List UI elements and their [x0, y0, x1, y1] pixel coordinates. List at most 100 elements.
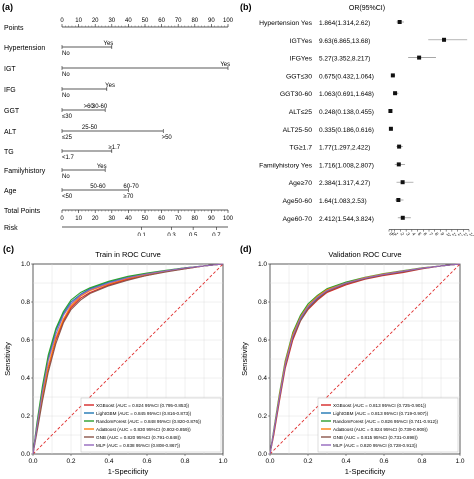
forest-or-point — [397, 144, 402, 149]
forest-axis-tick-label: 3 — [405, 232, 411, 236]
panel-d-validation-roc: (d) Validation ROC Curve 0.0 0.0 0.2 0.2 0.4 0.… — [237, 240, 474, 479]
nomogram-tick-label: 90 — [208, 216, 215, 222]
nomogram-row-label: GGT — [4, 108, 20, 115]
nomogram-row-label: TG — [4, 149, 14, 156]
roc-x-tick-label: 0.0 — [28, 458, 37, 465]
nomogram-tick-label: 40 — [125, 216, 132, 222]
forest-or-point — [396, 162, 401, 167]
forest-axis-tick-label: 6 — [422, 232, 428, 236]
forest-axis-tick-label: 7 — [428, 232, 434, 236]
forest-row-value: 5.27(3.352,8.217) — [319, 56, 370, 63]
roc-y-label: Sensitivity — [240, 342, 249, 376]
roc-series-line — [32, 263, 224, 455]
nomogram-tick-label: 10 — [75, 216, 82, 222]
forest-row-label: Age50-60 — [283, 198, 313, 205]
roc-series-line — [269, 263, 461, 455]
nomogram-category-above: 60-70 — [123, 184, 139, 190]
nomogram-tick-label: 40 — [125, 18, 132, 24]
forest-or-point — [442, 37, 447, 42]
nomogram-category-below: No — [62, 51, 70, 57]
roc-x-tick-label: 0.0 — [265, 458, 274, 465]
forest-axis-tick-label: 0.1 — [391, 232, 399, 236]
panel-c-train-roc: (c) Train in ROC Curve 0.0 0.0 0.2 0.2 0.4 0.4 0… — [0, 240, 237, 479]
nomogram-tick-label: 20 — [92, 216, 99, 222]
nomogram-tick-label: 50 — [142, 18, 149, 24]
nomogram-tick-label: 90 — [208, 18, 215, 24]
validation-roc-svg: (d) Validation ROC Curve 0.00.0 0.2 0.2 0.4 0.… — [240, 244, 465, 476]
forest-row-label: Hypertension Yes — [259, 20, 313, 27]
nomogram-tick-label: 0.3 — [167, 233, 176, 236]
forest-axis-tick-label: 5 — [417, 232, 423, 236]
forest-row-label: Age≥70 — [289, 180, 313, 187]
nomogram-row-label: Points — [4, 25, 24, 32]
roc-x-tick-label: 0.8 — [417, 458, 426, 465]
forest-row-label: GGT30-60 — [280, 91, 312, 98]
forest-axis-tick-label: 9 — [440, 232, 446, 236]
forest-or-point — [388, 109, 393, 113]
nomogram-category-below: ≥70 — [123, 194, 134, 200]
nomogram-tick-label: 0 — [60, 18, 64, 24]
roc-title: Validation ROC Curve — [328, 250, 401, 259]
nomogram-row-label: Hypertension — [4, 45, 45, 52]
forest-or-point — [400, 180, 405, 185]
forest-row-value: 1.77(1.297,2.422) — [319, 145, 370, 152]
nomogram-tick-label: 70 — [175, 216, 182, 222]
forest-plot-svg: (b) OR(95%CI) Hypertension Yes 1.864(1.314,… — [240, 2, 474, 236]
roc-y-tick-label: 0.2 — [21, 413, 30, 420]
roc-x-label: 1-Specificity — [345, 467, 386, 476]
nomogram-row-label: Familyhistory — [4, 168, 46, 175]
nomogram-category-above: 30-60 — [92, 104, 108, 110]
forest-axis-tick-label: 13 — [462, 232, 469, 236]
roc-legend-entry: AdaBoost (AUC = 0.830 95%CI (0.802-0.859… — [96, 427, 191, 432]
nomogram-category-above: 25-50 — [82, 125, 98, 131]
forest-row-value: 0.248(0.138,0.455) — [319, 109, 374, 116]
nomogram-tick-label: 60 — [158, 18, 165, 24]
forest-row-value: 1.063(0.691,1.648) — [319, 91, 374, 98]
forest-axis-tick-label: 8 — [434, 232, 440, 236]
forest-or-point — [396, 198, 401, 202]
nomogram-tick-label: 80 — [191, 216, 198, 222]
roc-x-tick-label: 1.0 — [455, 458, 464, 465]
roc-x-tick-label: 0.4 — [104, 458, 113, 465]
nomogram-category-below: <50 — [62, 194, 73, 200]
roc-y-tick-label: 0.4 — [21, 375, 30, 382]
nomogram-tick-label: 50 — [142, 216, 149, 222]
forest-axis-tick-label: 2 — [400, 232, 406, 236]
roc-y-tick-label: 0.6 — [258, 337, 267, 344]
roc-legend-box — [80, 397, 222, 453]
nomogram-category-below: ≤25 — [62, 135, 73, 141]
nomogram-tick-label: 0.7 — [212, 233, 221, 236]
roc-x-tick-label: 1.0 — [218, 458, 227, 465]
forest-row-value: 1.864(1.314,2.62) — [319, 20, 370, 27]
forest-row-label: IGTYes — [290, 38, 313, 45]
forest-row-value: 0.335(0.186,0.616) — [319, 127, 374, 134]
nomogram-row-label: ALT — [4, 129, 17, 136]
nomogram-category-above: Yes — [97, 164, 107, 170]
forest-row-label: Age60-70 — [283, 216, 313, 223]
roc-legend-entry: LightGBM (AUC = 0.845 95%CI (0.816-0.873… — [96, 411, 192, 416]
forest-row-value: 2.412(1.544,3.824) — [319, 216, 374, 223]
forest-axis-tick-label: 12 — [457, 232, 464, 236]
forest-row-value: 0.675(0.432,1.064) — [319, 73, 374, 80]
forest-or-point — [417, 55, 422, 60]
roc-legend-entry: AdaBoost (AUC = 0.824 95%CI (0.739-0.909… — [333, 427, 428, 432]
nomogram-category-below: No — [62, 174, 70, 180]
nomogram-row-label: Risk — [4, 225, 18, 232]
panel-letter: (c) — [3, 244, 14, 254]
forest-axis-tick-label: 14 — [468, 232, 474, 236]
roc-y-tick-label: 0.8 — [258, 299, 267, 306]
nomogram-category-above: Yes — [104, 41, 114, 47]
forest-row-label: ALT25-50 — [283, 127, 313, 134]
nomogram-row-label: Total Points — [4, 208, 41, 215]
nomogram-category-above: >60 — [84, 104, 95, 110]
forest-or-point — [390, 73, 395, 78]
panel-letter: (a) — [2, 2, 13, 12]
forest-axis-tick-label: 1 — [394, 232, 400, 236]
roc-y-tick-label: 0.8 — [21, 299, 30, 306]
roc-legend-entry: MLP (AUC = 0.838 95%CI (0.808-0.867)) — [96, 443, 181, 448]
nomogram-tick-label: 70 — [175, 18, 182, 24]
nomogram-tick-label: 20 — [92, 18, 99, 24]
panel-letter: (d) — [240, 244, 252, 254]
roc-legend-entry: MLP (AUC = 0.820 95%CI (0.728-0.913)) — [333, 443, 418, 448]
